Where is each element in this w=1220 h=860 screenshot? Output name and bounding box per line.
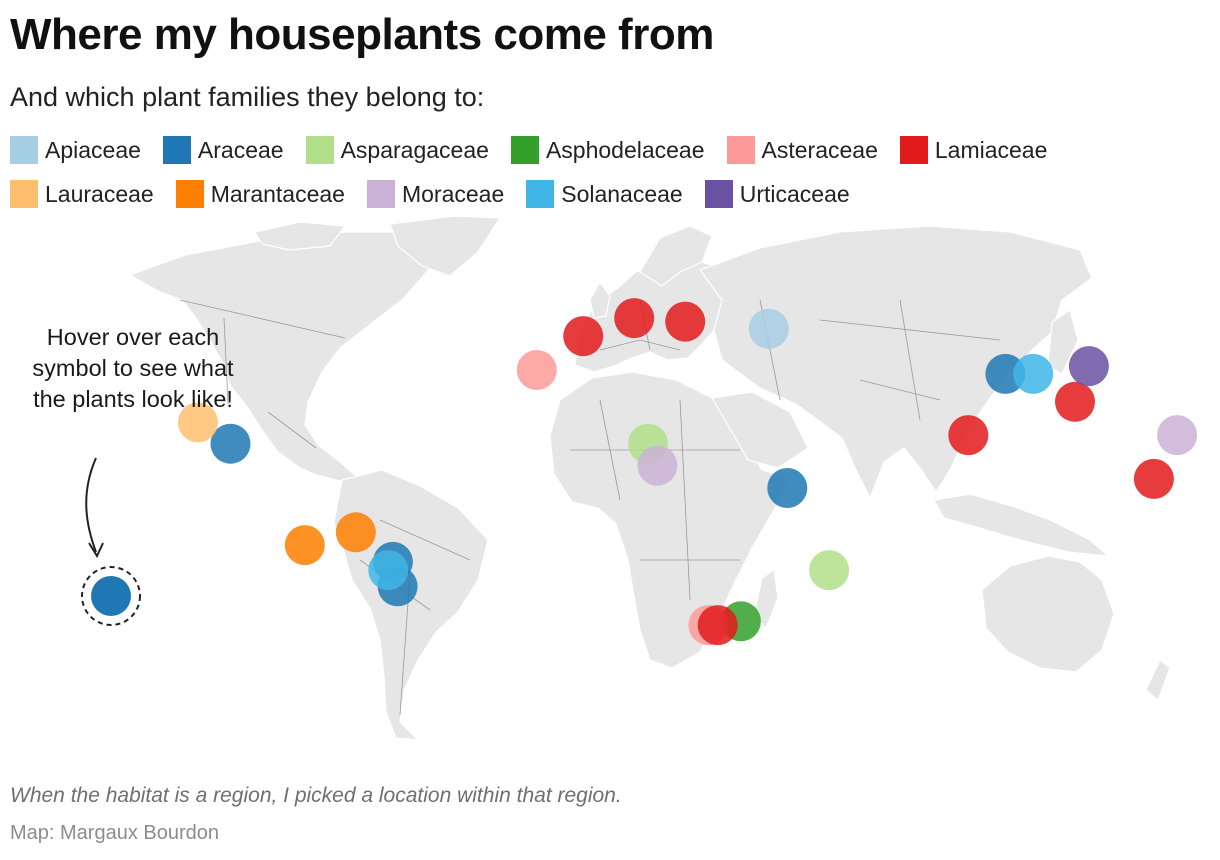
legend-label: Lauraceae [45, 180, 154, 207]
legend-swatch [305, 136, 334, 164]
annotation-arrowhead [88, 542, 104, 559]
legend-swatch [899, 136, 928, 164]
example-symbol-ring [81, 566, 141, 626]
legend-item-apiaceae: Apiaceae [10, 136, 141, 164]
plant-symbol-araceae[interactable] [210, 423, 251, 464]
legend-item-marantaceae: Marantaceae [175, 180, 345, 208]
legend-label: Araceae [197, 136, 284, 163]
plant-symbol-lamiaceae[interactable] [614, 298, 655, 339]
legend-swatch [10, 136, 38, 164]
legend-swatch [726, 136, 755, 164]
legend-label: Asteraceae [761, 136, 878, 163]
legend-label: Asparagaceae [340, 136, 489, 163]
legend-item-araceae: Araceae [162, 136, 284, 164]
plant-symbol-asparagaceae[interactable] [809, 550, 850, 591]
hover-annotation: Hover over each symbol to see what the p… [32, 324, 234, 412]
scandinavia-land [639, 225, 713, 287]
plant-symbol-apiaceae[interactable] [748, 308, 789, 349]
map-subtitle: And which plant families they belong to: [10, 82, 485, 112]
southeast-asia-islands-land [933, 493, 1110, 557]
legend-label: Marantaceae [210, 180, 345, 207]
land-layer [128, 215, 1171, 741]
legend-item-asphodelaceae: Asphodelaceae [510, 136, 705, 164]
plant-symbol-lamiaceae[interactable] [697, 605, 738, 646]
map-credit: Map: Margaux Bourdon [10, 822, 220, 844]
plant-symbol-urticaceae[interactable] [1068, 346, 1109, 387]
annotation-arrow [85, 457, 97, 553]
legend-swatch [162, 136, 191, 164]
arctic-islands-land [254, 221, 347, 251]
legend-item-asteraceae: Asteraceae [726, 136, 878, 164]
legend-label: Moraceae [401, 180, 505, 207]
plant-symbol-lamiaceae[interactable] [563, 316, 604, 357]
legend-label: Solanaceae [561, 180, 683, 207]
asia-land [699, 225, 1093, 500]
plant-symbol-lamiaceae[interactable] [1055, 381, 1095, 422]
family-legend: Apiaceae Araceae Asparagaceae Asphodelaceae… [10, 136, 1130, 208]
plant-symbol-solanaceae[interactable] [1013, 353, 1054, 394]
map-title: Where my houseplants come from [10, 10, 714, 59]
plant-symbol-marantaceae[interactable] [335, 512, 376, 553]
legend-item-lamiaceae: Lamiaceae [899, 136, 1048, 164]
plant-symbol-moraceae[interactable] [1157, 415, 1198, 456]
legend-swatch [366, 180, 395, 208]
new-zealand-land [1145, 659, 1171, 702]
legend-item-moraceae: Moraceae [366, 180, 505, 208]
plant-symbol-asteraceae[interactable] [516, 350, 557, 390]
greenland-land [389, 215, 502, 277]
japan-land [1047, 309, 1079, 375]
plant-symbol-araceae[interactable] [985, 353, 1026, 394]
arabia-land [711, 391, 809, 469]
legend-label: Asphodelaceae [545, 136, 705, 163]
country-borders [179, 299, 1001, 716]
world-map [81, 215, 1198, 741]
south-america-land [333, 469, 489, 741]
legend-label: Lamiaceae [934, 136, 1048, 163]
hover-example [81, 457, 141, 626]
plant-symbol-lauraceae[interactable] [178, 402, 218, 443]
plant-symbol-lamiaceae[interactable] [948, 415, 989, 456]
legend-label: Apiaceae [45, 136, 141, 163]
australia-land [981, 555, 1115, 673]
plant-symbol-moraceae[interactable] [637, 445, 678, 486]
example-symbol[interactable] [91, 576, 131, 616]
great-britain-land [589, 280, 611, 319]
plant-symbol-solanaceae[interactable] [368, 550, 409, 591]
legend-swatch [10, 180, 38, 208]
plant-symbol-marantaceae[interactable] [284, 525, 325, 566]
legend-label: Urticaceae [739, 180, 850, 207]
plant-symbol-lamiaceae[interactable] [1133, 458, 1174, 499]
plant-symbol-araceae[interactable] [767, 468, 808, 508]
legend-item-solanaceae: Solanaceae [526, 180, 683, 208]
legend-swatch [526, 180, 555, 208]
legend-swatch [510, 136, 539, 164]
legend-item-urticaceae: Urticaceae [704, 180, 850, 208]
plant-symbols [178, 298, 1198, 646]
plant-symbol-lamiaceae[interactable] [665, 301, 706, 342]
legend-swatch [704, 180, 733, 208]
footnote: When the habitat is a region, I picked a… [10, 784, 622, 807]
legend-swatch [175, 180, 204, 208]
legend-item-asparagaceae: Asparagaceae [305, 136, 489, 164]
legend-item-lauraceae: Lauraceae [10, 180, 154, 208]
